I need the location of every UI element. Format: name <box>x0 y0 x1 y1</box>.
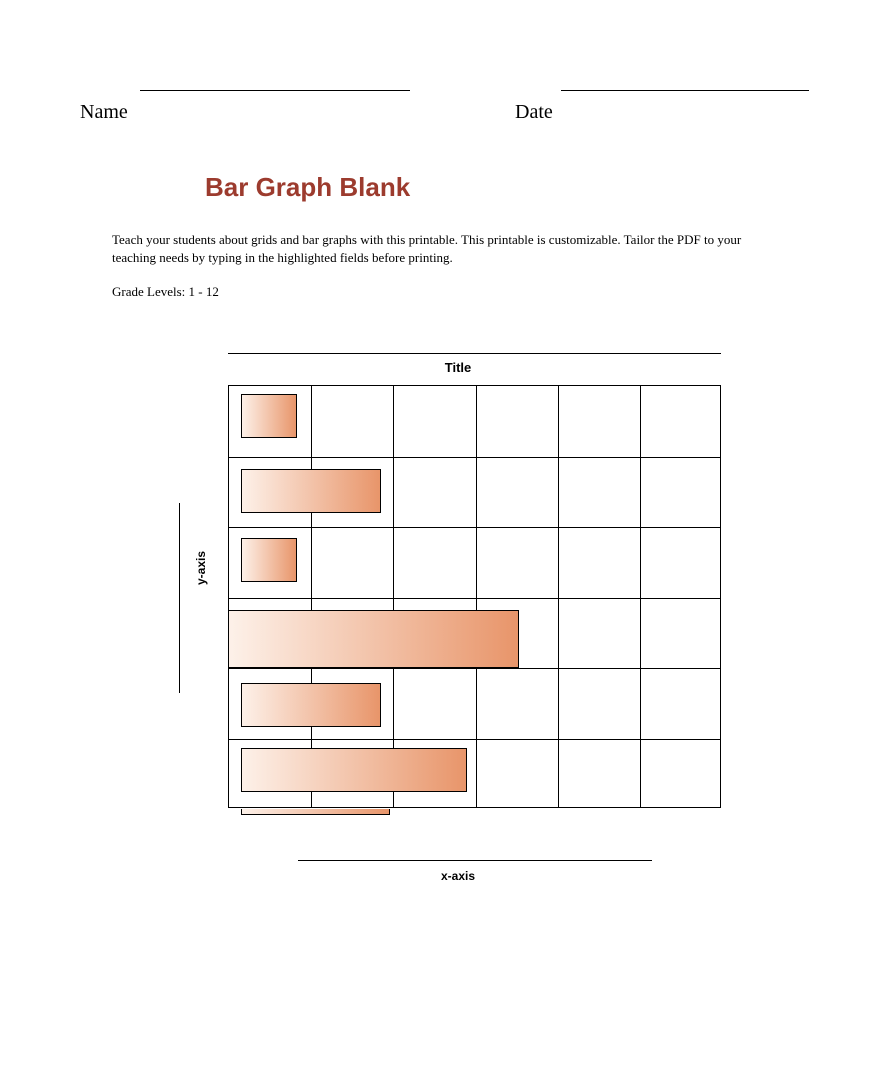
name-label: Name <box>80 101 410 124</box>
y-axis-line <box>179 503 180 693</box>
grid-hline <box>229 457 720 458</box>
chart-title-line[interactable] <box>228 353 721 354</box>
name-input-line[interactable] <box>140 90 410 91</box>
grid-vline <box>393 386 394 807</box>
bar-chart: Title y-axis x-axis <box>179 353 737 883</box>
header-row: Name Date <box>80 90 793 150</box>
bar <box>241 538 297 582</box>
bar-accent <box>241 809 390 815</box>
grid-vline <box>558 386 559 807</box>
bar <box>228 610 519 668</box>
grid-hline <box>229 527 720 528</box>
grid-vline <box>311 386 312 807</box>
bar <box>241 748 467 792</box>
worksheet-page: Name Date Bar Graph Blank Teach your stu… <box>0 0 873 1089</box>
grid-vline <box>640 386 641 807</box>
x-axis-line[interactable] <box>298 860 652 861</box>
grid-hline <box>229 598 720 599</box>
date-input-line[interactable] <box>561 90 809 91</box>
chart-title: Title <box>179 360 737 375</box>
y-axis-label: y-axis <box>194 551 208 585</box>
bar <box>241 469 381 513</box>
worksheet-title: Bar Graph Blank <box>205 172 873 203</box>
chart-grid-area: y-axis <box>228 385 721 808</box>
grid-hline <box>229 668 720 669</box>
grade-levels-text: Grade Levels: 1 - 12 <box>112 284 873 300</box>
date-field-block: Date <box>515 90 805 124</box>
description-text: Teach your students about grids and bar … <box>112 231 761 266</box>
bar <box>241 394 297 438</box>
name-field-block: Name <box>80 90 410 124</box>
grid-vline <box>476 386 477 807</box>
x-axis-label: x-axis <box>179 869 737 883</box>
grid-hline <box>229 739 720 740</box>
chart-grid <box>228 385 721 808</box>
date-label: Date <box>515 101 805 124</box>
bar <box>241 683 381 727</box>
